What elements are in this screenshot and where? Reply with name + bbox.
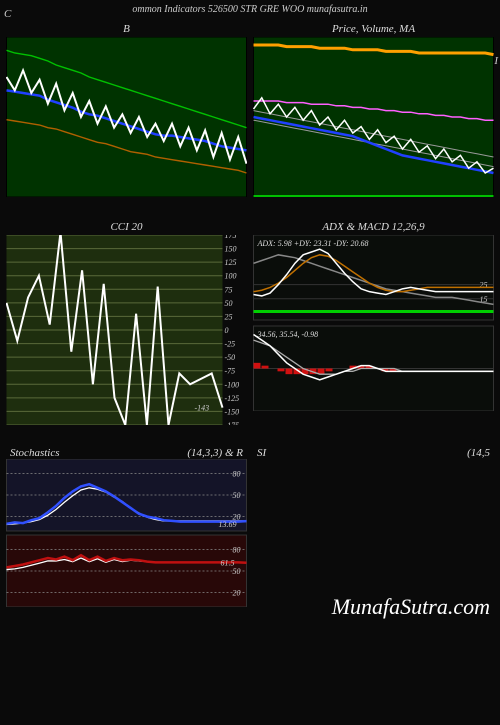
row-2: CCI 20 -175 -150 -125 -100 -75 -50 -25 0 25 50 75 1…	[0, 217, 500, 427]
stoch-panel: Stochastics (14,3,3) & R 20508013.692050…	[6, 447, 247, 607]
row-1: B Price, Volume, MA	[0, 19, 500, 199]
stoch-chart: 20508013.6920508061.5	[6, 459, 247, 607]
cci-title: CCI 20	[6, 219, 247, 235]
svg-text:175: 175	[225, 235, 237, 240]
ma-chart	[253, 37, 494, 197]
svg-text:-150: -150	[225, 407, 240, 416]
right-edge-label: I	[494, 55, 498, 67]
svg-text:61.5: 61.5	[221, 559, 235, 568]
svg-text:50: 50	[233, 567, 241, 576]
svg-text:-50: -50	[225, 353, 236, 362]
svg-text:100: 100	[225, 272, 237, 281]
svg-text:-143: -143	[195, 404, 210, 413]
svg-text:125: 125	[225, 258, 237, 267]
rsi-title-bar: SI (14,5	[253, 447, 494, 459]
svg-text:80: 80	[233, 545, 241, 554]
svg-text:75: 75	[225, 285, 233, 294]
row-3: Stochastics (14,3,3) & R 20508013.692050…	[0, 445, 500, 609]
svg-text:50: 50	[233, 491, 241, 500]
svg-text:ADX: 5.98 +DY: 23.31 -DY: 20: ADX: 5.98 +DY: 23.31 -DY: 20.68	[257, 239, 369, 248]
svg-text:-25: -25	[225, 340, 236, 349]
stoch-title-left: Stochastics	[10, 447, 60, 459]
svg-text:150: 150	[225, 245, 237, 254]
svg-text:-100: -100	[225, 380, 240, 389]
adx-chart: ADX: 5.98 +DY: 23.31 -DY: 20.68152534.56…	[253, 235, 494, 411]
bb-chart	[6, 37, 247, 197]
svg-text:25: 25	[225, 312, 233, 321]
svg-text:34.56, 35.54, -0.98: 34.56, 35.54, -0.98	[257, 330, 319, 339]
svg-text:50: 50	[225, 299, 233, 308]
svg-text:25: 25	[480, 281, 488, 290]
svg-text:80: 80	[233, 469, 241, 478]
svg-text:-125: -125	[225, 394, 240, 403]
bb-panel: B	[6, 21, 247, 197]
adx-panel: ADX & MACD 12,26,9 ADX: 5.98 +DY: 23.31 …	[253, 219, 494, 425]
page-title: ommon Indicators 526500 STR GRE WOO muna…	[0, 0, 500, 19]
cci-panel: CCI 20 -175 -150 -125 -100 -75 -50 -25 0 25 50 75 1…	[6, 219, 247, 425]
svg-text:-175: -175	[225, 421, 240, 425]
cci-chart: -175 -150 -125 -100 -75 -50 -25 0 25 50 75 100 125 15…	[6, 235, 247, 425]
bb-title: B	[6, 21, 247, 37]
stoch-title-bar: Stochastics (14,3,3) & R	[6, 447, 247, 459]
svg-text:13.69: 13.69	[219, 520, 237, 529]
rsi-panel: SI (14,5	[253, 447, 494, 607]
rsi-title-right: (14,5	[467, 447, 490, 459]
rsi-title-left: SI	[257, 447, 266, 459]
ma-panel: Price, Volume, MA	[253, 21, 494, 197]
ma-title: Price, Volume, MA	[253, 21, 494, 37]
stoch-title-right: (14,3,3) & R	[187, 447, 243, 459]
adx-title: ADX & MACD 12,26,9	[253, 219, 494, 235]
left-edge-label: C	[4, 8, 11, 20]
svg-text:20: 20	[233, 589, 241, 598]
svg-text:-75: -75	[225, 367, 236, 376]
svg-text:0: 0	[225, 326, 229, 335]
